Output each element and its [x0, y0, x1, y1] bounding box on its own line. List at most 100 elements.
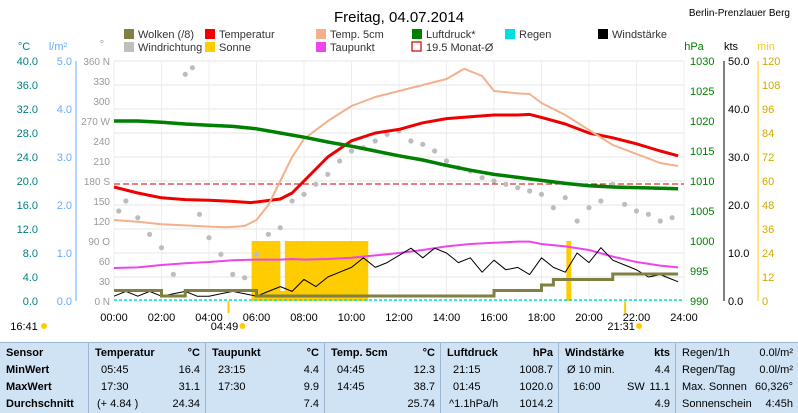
dewpoint-max-time: 17:30 [218, 381, 246, 393]
pressure-tick-label: 1030 [690, 56, 714, 68]
temperature-tick-label: 24.0 [17, 152, 38, 164]
sun-event-label: 16:41 [10, 321, 38, 333]
wind-direction-point [432, 148, 438, 154]
wind-direction-point [337, 158, 343, 164]
sunshine-bar [256, 241, 262, 301]
temperature-avg-note: (+ 4.84 ) [97, 398, 139, 410]
series-line-temp-5cm [113, 67, 679, 229]
sunshine-bar [346, 241, 352, 301]
wind_direction-tick-label: 150 [93, 197, 110, 208]
x-tick-label: 12:00 [385, 312, 413, 324]
wind-direction-point [574, 218, 580, 224]
rain-axis-unit: l/m² [49, 41, 68, 53]
sunshine-bar [337, 241, 343, 301]
sunshine-tick-label: 48 [762, 200, 774, 212]
temperature-axis-unit: °C [18, 41, 30, 53]
sunshine-bar [356, 241, 362, 301]
sunshine-bar [322, 241, 328, 301]
wind-direction-point [443, 158, 450, 164]
pressure-min-time: 21:15 [453, 364, 481, 376]
sunshine-bar [363, 241, 369, 301]
wind-direction-point [645, 211, 651, 217]
wind_direction-tick-label: 30 [99, 277, 111, 288]
pressure-tick-label: 990 [690, 296, 708, 308]
row-label-sensor: Sensor [6, 347, 44, 359]
pressure-trend-note: ^1.1hPa/h [449, 398, 499, 410]
wind_direction-tick-label: 120 [93, 217, 110, 228]
row-label-average: Durchschnitt [6, 398, 74, 410]
x-tick-label: 18:00 [528, 312, 556, 324]
wind-direction-point [265, 231, 271, 237]
wind-direction-point [182, 71, 188, 77]
x-tick-label: 10:00 [338, 312, 366, 324]
sunshine-bar [308, 241, 314, 301]
pressure-tick-label: 1000 [690, 236, 714, 248]
legend-swatch [505, 29, 515, 39]
legend-swatch [316, 42, 326, 52]
wind-direction-point [313, 181, 319, 187]
sunshine-bar [261, 241, 267, 301]
plot-area [113, 60, 685, 302]
series-line-temperatur [113, 112, 679, 205]
wind_speed-tick-label: 40.0 [728, 104, 749, 116]
temp5cm-max-time: 14:45 [337, 381, 365, 393]
legend-swatch [411, 41, 422, 52]
dewpoint-stats-unit: °C [306, 347, 319, 359]
wind-direction-point [289, 198, 295, 204]
rain-tick-label: 2.0 [57, 200, 72, 212]
pressure-min-value: 1008.7 [519, 364, 553, 376]
wind-direction-point [491, 178, 497, 184]
rain-tick-label: 5.0 [57, 56, 72, 68]
sunshine-bar [303, 241, 309, 301]
sunshine-tick-label: 108 [762, 80, 780, 92]
pressure-tick-label: 1020 [690, 116, 714, 128]
dewpoint-stats-title: Taupunkt [212, 347, 261, 359]
temp5cm-stats-column: Temp. 5cm °C 04:45 12.3 14:45 38.7 25.74 [324, 343, 441, 413]
sunshine-duration-value: 4:45h [765, 398, 793, 410]
chart-legend: Wolken (/8) Temperatur Temp. 5cm Luftdruck*… [124, 29, 667, 54]
sunshine-bar [313, 241, 319, 301]
legend-label: Taupunkt [330, 42, 375, 54]
max-sun-label: Max. Sonnen [682, 381, 747, 393]
wind-stats-unit: kts [654, 347, 670, 359]
wind-direction-point [527, 188, 533, 194]
wind-speed-axis-unit: kts [724, 41, 739, 53]
series-line-taupunkt [113, 240, 679, 269]
temp5cm-stats-title: Temp. 5cm [331, 347, 388, 359]
temp5cm-min-value: 12.3 [413, 364, 435, 376]
pressure-stats-title: Luftdruck [447, 347, 498, 359]
pressure-max-time: 01:45 [453, 381, 481, 393]
sunshine-tick-label: 96 [762, 104, 774, 116]
series-line-clouds [114, 272, 679, 298]
temperature-min-value: 16.4 [178, 364, 200, 376]
sunshine-tick-label: 120 [762, 56, 780, 68]
temperature-tick-label: 20.0 [17, 176, 38, 188]
wind-direction-point [598, 198, 604, 204]
rain-hour-label: Regen/1h [682, 347, 730, 359]
legend-label: Regen [519, 29, 551, 41]
wind_direction-tick-label: 360 N [83, 57, 110, 68]
wind-direction-point [348, 148, 355, 154]
sunshine-tick-label: 24 [762, 248, 774, 260]
pressure-avg-value: 1014.2 [519, 398, 553, 410]
x-tick-label: 00:00 [100, 312, 128, 324]
wind_direction-tick-label: 330 [93, 77, 110, 88]
wind_speed-tick-label: 30.0 [728, 152, 749, 164]
sun-event-marker [636, 323, 643, 329]
sunshine-tick-label: 84 [762, 128, 774, 140]
wind-direction-point [622, 201, 628, 207]
wind_direction-tick-label: 210 [93, 157, 110, 168]
x-tick-label: 04:00 [195, 312, 223, 324]
row-label-max: MaxWert [6, 381, 52, 393]
pressure-max-value: 1020.0 [519, 381, 553, 393]
legend-label: Temp. 5cm [330, 29, 384, 41]
wind-direction-point [325, 171, 331, 177]
pressure-tick-label: 995 [690, 266, 708, 278]
row-label-min: MinWert [6, 364, 50, 376]
sunshine-axis-unit: min [757, 41, 775, 53]
sunshine-bar [275, 241, 281, 301]
legend-swatch [205, 29, 215, 39]
temperature-tick-label: 12.0 [17, 224, 38, 236]
wind_speed-tick-label: 10.0 [728, 248, 749, 260]
dewpoint-stats-column: Taupunkt °C 23:15 4.4 17:30 9.9 7.4 [205, 343, 325, 413]
